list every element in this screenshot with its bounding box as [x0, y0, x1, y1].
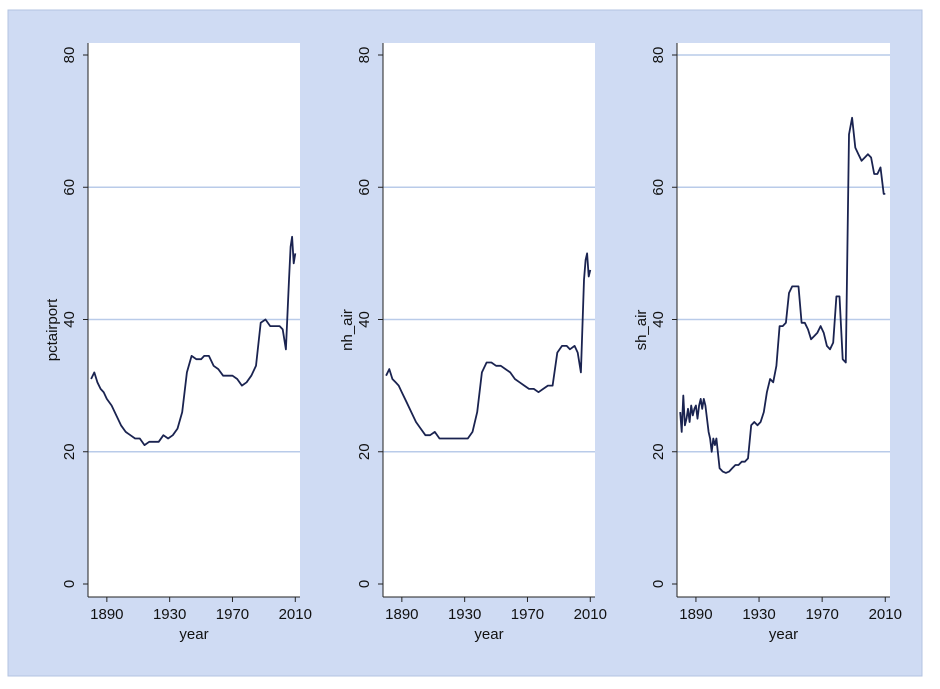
x-tick-label: 1970	[216, 606, 249, 623]
y-tick-label: 40	[650, 311, 667, 328]
y-tick-label: 40	[61, 311, 78, 328]
x-tick-label: 2010	[574, 606, 607, 623]
y-tick-label: 60	[61, 179, 78, 196]
x-tick-label: 2010	[279, 606, 312, 623]
y-tick-label: 20	[356, 443, 373, 460]
y-tick-label: 40	[356, 311, 373, 328]
y-tick-label: 80	[356, 47, 373, 64]
y-axis-title: sh_air	[633, 310, 650, 351]
y-tick-label: 60	[356, 179, 373, 196]
x-tick-label: 1930	[742, 606, 775, 623]
y-tick-label: 0	[650, 580, 667, 588]
y-tick-label: 20	[61, 443, 78, 460]
x-tick-label: 2010	[869, 606, 902, 623]
y-tick-label: 0	[356, 580, 373, 588]
x-tick-label: 1970	[511, 606, 544, 623]
y-tick-label: 80	[61, 47, 78, 64]
y-axis-title: pctairport	[44, 298, 61, 361]
x-tick-label: 1890	[90, 606, 123, 623]
x-tick-label: 1930	[448, 606, 481, 623]
series-line	[90, 235, 297, 447]
series-line	[679, 116, 886, 474]
x-tick-label: 1970	[805, 606, 838, 623]
x-tick-label: 1890	[679, 606, 712, 623]
y-tick-label: 20	[650, 443, 667, 460]
x-axis-title: year	[474, 626, 503, 643]
y-tick-label: 80	[650, 47, 667, 64]
y-axis-title: nh_air	[339, 309, 356, 351]
x-axis-title: year	[179, 626, 208, 643]
y-tick-label: 60	[650, 179, 667, 196]
panel-2: 0 20 40 60 80 1890 1930 1970 2010 year nh_air	[339, 43, 607, 643]
panel-3: 0 20 40 60 80 1890 1930 1970 2010 year sh_air	[633, 43, 902, 643]
x-axis-title: year	[769, 626, 798, 643]
y-tick-label: 0	[61, 580, 78, 588]
panel-1: 0 20 40 60 80 1890 1930 1970 2010 year pctairport	[44, 43, 312, 643]
x-tick-label: 1890	[385, 606, 418, 623]
x-tick-label: 1930	[153, 606, 186, 623]
series-line	[385, 252, 592, 440]
